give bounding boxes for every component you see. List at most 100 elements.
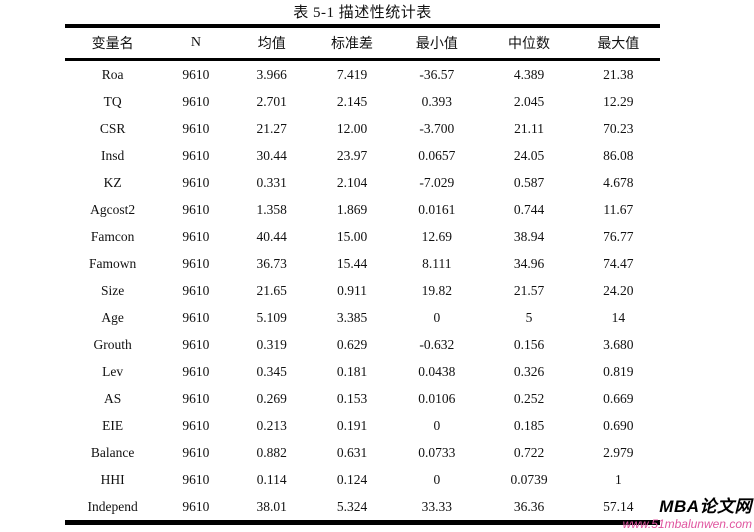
- value-cell: 1.358: [256, 201, 287, 217]
- value-cell: 24.05: [513, 147, 545, 163]
- value-cell: 0.319: [256, 336, 287, 352]
- value-cell: 0.882: [256, 444, 287, 460]
- value-cell: 0.669: [603, 390, 634, 406]
- value-cell: 74.47: [603, 255, 634, 271]
- value-cell: 9610: [182, 309, 210, 325]
- variable-name-cell: AS: [103, 390, 122, 406]
- value-cell: 0.690: [603, 417, 634, 433]
- table-row: Agcost2 9610 1.358 1.869 0.0161 0.744 11.67: [65, 196, 660, 223]
- value-cell: 12.00: [336, 120, 368, 136]
- variable-name-cell: Age: [101, 309, 124, 325]
- value-cell: 1.869: [336, 201, 368, 217]
- value-cell: 0: [433, 471, 441, 487]
- variable-name-cell: Famown: [88, 255, 137, 271]
- table-row: Size 9610 21.65 0.911 19.82 21.57 24.20: [65, 277, 660, 304]
- variable-name-cell: EIE: [102, 417, 124, 433]
- value-cell: 15.00: [336, 228, 368, 244]
- value-cell: 33.33: [421, 498, 453, 514]
- table-row: Roa 9610 3.966 7.419 -36.57 4.389 21.38: [65, 60, 660, 89]
- value-cell: 0: [433, 417, 441, 433]
- variable-name-cell: Famcon: [90, 228, 135, 244]
- value-cell: 9610: [182, 201, 210, 217]
- value-cell: 15.44: [336, 255, 368, 271]
- value-cell: 24.20: [603, 282, 634, 298]
- value-cell: 21.57: [513, 282, 545, 298]
- value-cell: 2.701: [256, 93, 287, 109]
- value-cell: 21.27: [256, 120, 287, 136]
- stats-table-area: 表 5-1 描述性统计表 变量名 N 均值 标准差 最小值 中位数 最大值 Roa 9610 3…: [65, 4, 660, 525]
- value-cell: 36.73: [256, 255, 287, 271]
- value-cell: 5.109: [256, 309, 287, 325]
- table-row: Insd 9610 30.44 23.97 0.0657 24.05 86.08: [65, 142, 660, 169]
- table-row: TQ 9610 2.701 2.145 0.393 2.045 12.29: [65, 88, 660, 115]
- table-row: HHI 9610 0.114 0.124 0 0.0739 1: [65, 466, 660, 493]
- value-cell: 70.23: [603, 120, 634, 136]
- value-cell: 23.97: [336, 147, 368, 163]
- value-cell: 9610: [182, 471, 210, 487]
- value-cell: 3.385: [336, 309, 368, 325]
- value-cell: 0.114: [256, 471, 287, 487]
- value-cell: 0: [433, 309, 441, 325]
- value-cell: 0.911: [337, 282, 367, 298]
- value-cell: 0.819: [603, 363, 634, 379]
- table-row: Grouth 9610 0.319 0.629 -0.632 0.156 3.680: [65, 331, 660, 358]
- value-cell: 0.252: [513, 390, 545, 406]
- value-cell: 12.29: [603, 93, 634, 109]
- value-cell: 38.94: [513, 228, 545, 244]
- value-cell: 0.0733: [418, 444, 456, 460]
- value-cell: 21.65: [256, 282, 287, 298]
- value-cell: 1: [614, 471, 622, 487]
- column-header: N: [190, 35, 201, 50]
- value-cell: 9610: [182, 174, 210, 190]
- table-row: Independ 9610 38.01 5.324 33.33 36.36 57.14: [65, 493, 660, 523]
- value-cell: 9610: [182, 282, 210, 298]
- variable-name-cell: TQ: [103, 93, 122, 109]
- value-cell: -3.700: [419, 120, 455, 136]
- table-title: 表 5-1 描述性统计表: [293, 5, 432, 21]
- column-header: 最大值: [597, 37, 640, 52]
- watermark: MBA论文网 www.51mbalunwen.com: [623, 497, 752, 531]
- value-cell: 0.0161: [418, 201, 456, 217]
- value-cell: 0.153: [336, 390, 368, 406]
- table-row: CSR 9610 21.27 12.00 -3.700 21.11 70.23: [65, 115, 660, 142]
- value-cell: 0.587: [513, 174, 545, 190]
- value-cell: 0.181: [336, 363, 368, 379]
- value-cell: 0.629: [336, 336, 368, 352]
- variable-name-cell: HHI: [100, 471, 125, 487]
- value-cell: 4.678: [603, 174, 634, 190]
- value-cell: 9610: [182, 120, 210, 136]
- value-cell: 40.44: [256, 228, 287, 244]
- table-body: Roa 9610 3.966 7.419 -36.57 4.389 21.38 TQ 9610 2…: [65, 60, 660, 523]
- value-cell: 5.324: [336, 498, 368, 514]
- watermark-url: www.51mbalunwen.com: [622, 517, 752, 531]
- value-cell: 0.0106: [418, 390, 456, 406]
- variable-name-cell: Size: [100, 282, 125, 298]
- value-cell: 0.631: [336, 444, 368, 460]
- variable-name-cell: Independ: [87, 498, 138, 514]
- variable-name-cell: Agcost2: [90, 201, 136, 217]
- value-cell: 0.345: [256, 363, 287, 379]
- column-header: 均值: [257, 37, 286, 52]
- table-row: EIE 9610 0.213 0.191 0 0.185 0.690: [65, 412, 660, 439]
- value-cell: -7.029: [419, 174, 455, 190]
- variable-name-cell: Balance: [90, 444, 135, 460]
- value-cell: 11.67: [603, 201, 634, 217]
- value-cell: 9610: [182, 66, 210, 82]
- value-cell: 38.01: [256, 498, 287, 514]
- value-cell: 57.14: [603, 498, 634, 514]
- value-cell: 0.393: [421, 93, 453, 109]
- table-row: Famown 9610 36.73 15.44 8.111 34.96 74.47: [65, 250, 660, 277]
- table-row: Famcon 9610 40.44 15.00 12.69 38.94 76.77: [65, 223, 660, 250]
- value-cell: 8.111: [422, 255, 452, 271]
- value-cell: 0.156: [513, 336, 545, 352]
- column-header: 最小值: [415, 37, 458, 52]
- variable-name-cell: KZ: [103, 174, 122, 190]
- variable-name-cell: CSR: [99, 120, 126, 136]
- value-cell: 9610: [182, 336, 210, 352]
- value-cell: 12.69: [421, 228, 453, 244]
- value-cell: 9610: [182, 444, 210, 460]
- value-cell: 2.045: [513, 93, 545, 109]
- column-header: 标准差: [331, 37, 374, 52]
- value-cell: 0.191: [336, 417, 368, 433]
- value-cell: -0.632: [419, 336, 455, 352]
